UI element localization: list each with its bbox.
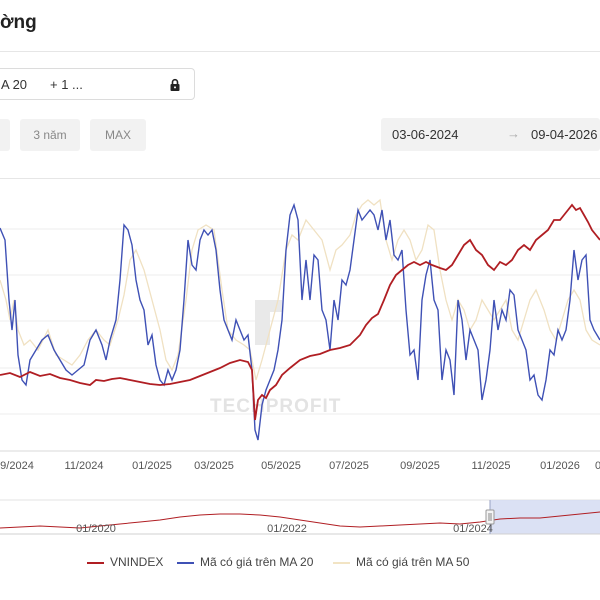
x-tick-label: 07/2025 (329, 460, 369, 472)
lock-icon[interactable] (168, 78, 182, 92)
x-tick-label: 01/2026 (540, 460, 580, 472)
navigator-left-handle (485, 509, 495, 525)
chart-top-border (0, 178, 600, 179)
x-tick-label: 09/2025 (400, 460, 440, 472)
page-title: ờng (0, 12, 37, 33)
navigator-series-line (0, 511, 600, 529)
period-button-partial[interactable] (0, 119, 10, 151)
legend-label: Mã có giá trên MA 20 (200, 555, 314, 569)
x-tick-label: 03/2025 (194, 460, 234, 472)
legend-label: VNINDEX (110, 555, 164, 569)
chart-gridlines (0, 228, 600, 452)
end-date-input[interactable]: 09-04-2026 (531, 127, 598, 142)
chart-navigator[interactable]: 01/2020 01/2022 01/2024 (0, 499, 600, 535)
navigator-tick-label: 01/2020 (76, 523, 116, 535)
start-date-input[interactable]: 03-06-2024 (392, 127, 459, 142)
legend-item-vnindex[interactable]: VNINDEX (87, 555, 163, 569)
period-button-max[interactable]: MAX (90, 119, 146, 151)
legend-item-ma20[interactable]: Mã có giá trên MA 20 (177, 555, 313, 569)
arrow-right-icon: → (507, 126, 520, 141)
navigator-tick-label: 01/2024 (453, 523, 493, 535)
series-line-ma20 (0, 202, 600, 441)
legend-swatch (87, 561, 104, 564)
x-tick-label: 9/2024 (0, 460, 34, 472)
x-tick-label: 01/2025 (132, 460, 172, 472)
legend-item-ma50[interactable]: Mã có giá trên MA 50 (333, 555, 469, 569)
date-range-picker[interactable]: 03-06-2024 → 09-04-2026 (381, 118, 600, 151)
indicator-selector[interactable]: A 20 + 1 ... (0, 68, 195, 100)
indicator-chip-ma20[interactable]: A 20 (1, 77, 28, 92)
period-button-3-years[interactable]: 3 năm (20, 119, 80, 151)
x-tick-label: 05/2025 (261, 460, 301, 472)
legend-label: Mã có giá trên MA 50 (356, 555, 470, 569)
legend-swatch (333, 561, 350, 564)
x-tick-label: 11/2025 (472, 460, 511, 472)
x-tick-label: 0 (595, 460, 600, 472)
navigator-tick-label: 01/2022 (267, 523, 307, 535)
series-line-ma50 (0, 198, 600, 381)
x-tick-label: 11/2024 (65, 460, 104, 472)
watermark-text: TECHPROFIT (210, 396, 341, 417)
series-line-vnindex (0, 203, 600, 421)
title-divider (0, 51, 600, 52)
indicator-chip-more[interactable]: + 1 ... (50, 77, 83, 92)
legend-swatch (177, 561, 194, 564)
x-axis: 9/2024 11/2024 01/2025 03/2025 05/2025 0… (0, 460, 600, 472)
